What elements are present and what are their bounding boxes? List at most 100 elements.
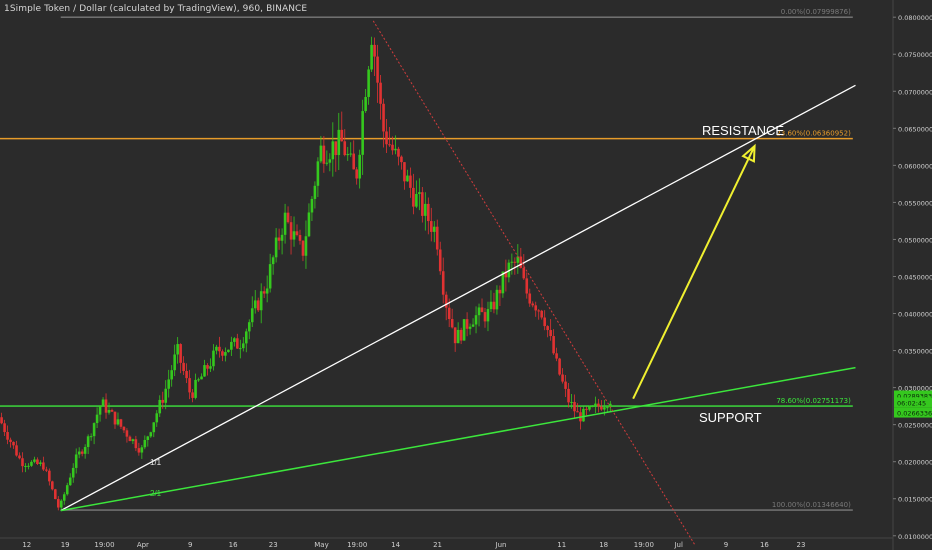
candle-body (140, 447, 144, 453)
candle-body (292, 231, 296, 240)
candle-body (483, 312, 487, 322)
candle-body (6, 432, 9, 440)
candle-body (474, 315, 478, 325)
candle-body (176, 344, 179, 355)
candle-body (453, 327, 457, 344)
candle-body (510, 261, 514, 263)
candle-body (609, 403, 612, 408)
trendlines (60, 20, 856, 545)
candle-body (30, 461, 33, 466)
candle-body (179, 344, 182, 363)
candle-body (346, 154, 350, 156)
candle-body (406, 175, 409, 182)
candle-body (155, 413, 159, 423)
candle-body (564, 381, 567, 389)
candle-body (209, 366, 212, 369)
candle-body (182, 362, 185, 371)
candle-body (576, 411, 579, 413)
candle-body (104, 399, 108, 413)
candle-body (397, 148, 400, 157)
candle-body (128, 436, 132, 442)
candle-body (349, 153, 353, 155)
candle-body (185, 370, 188, 379)
white-trendline (60, 84, 856, 512)
candle-body (427, 203, 430, 222)
candle-body (262, 291, 266, 294)
candle-body (277, 237, 281, 241)
candle-body (391, 144, 394, 151)
candle-body (215, 346, 218, 351)
candle-body (21, 458, 24, 467)
candle-body (418, 192, 421, 194)
candle-body (525, 278, 529, 294)
candle-body (295, 231, 299, 236)
candle-body (146, 436, 150, 441)
candle-body (367, 69, 370, 97)
candle-body (68, 477, 72, 486)
candle-body (167, 379, 170, 389)
x-tick-label: 19:00 (94, 541, 114, 549)
candle-body (71, 467, 75, 478)
candle-body (304, 236, 308, 256)
candle-body (400, 156, 403, 163)
x-tick-label: 16 (760, 541, 769, 549)
x-tick-label: 21 (433, 541, 442, 549)
candle-body (188, 378, 191, 393)
candle-body (116, 419, 120, 425)
candle-body (310, 198, 314, 213)
candle-body (12, 441, 15, 446)
candle-body (432, 226, 436, 232)
candle-body (444, 294, 448, 308)
candle-body (570, 401, 573, 403)
candle-body (507, 262, 511, 278)
x-tick-label: 23 (269, 541, 278, 549)
candle-body (224, 352, 227, 356)
candle-body (65, 485, 69, 495)
price-tag (894, 407, 932, 418)
candle-body (513, 261, 517, 263)
candle-body (421, 192, 424, 216)
candle-body (516, 256, 520, 263)
candle-body (340, 129, 344, 142)
arrow-shaft (632, 145, 756, 400)
x-tick-label: 19:00 (634, 541, 654, 549)
wave-label-1: 1/1 (150, 458, 162, 467)
candle-body (567, 388, 570, 403)
candle-body (3, 423, 6, 433)
x-tick-label: 12 (22, 541, 31, 549)
x-axis: 12 19 19:00 Apr 9 16 23 May 19:00 14 21 Jun 11 18 19:0… (0, 537, 893, 549)
candle-body (522, 267, 526, 279)
candle-body (501, 271, 505, 294)
candle-body (45, 469, 48, 471)
candle-body (89, 436, 93, 438)
candle-body (164, 388, 168, 403)
candle-body (435, 226, 439, 250)
candle-body (498, 289, 502, 294)
candle-body (462, 319, 466, 341)
x-tick-label: Jun (495, 541, 507, 549)
candle-body (409, 175, 412, 188)
x-tick-label: May (314, 541, 328, 549)
candle-body (585, 408, 588, 410)
candle-body (110, 410, 114, 412)
x-tick-label: 23 (797, 541, 806, 549)
level-label-fib_0: 0.00%(0.07999876) (781, 8, 851, 16)
candle-body (161, 399, 165, 403)
candle-body (200, 376, 203, 380)
candle-body (83, 447, 87, 454)
candle-body (298, 235, 302, 241)
candle-body (519, 256, 523, 268)
candle-body (489, 301, 493, 310)
candle-body (534, 305, 538, 311)
candle-body (48, 470, 51, 482)
candle-body (540, 310, 543, 318)
candle-body (558, 358, 561, 375)
